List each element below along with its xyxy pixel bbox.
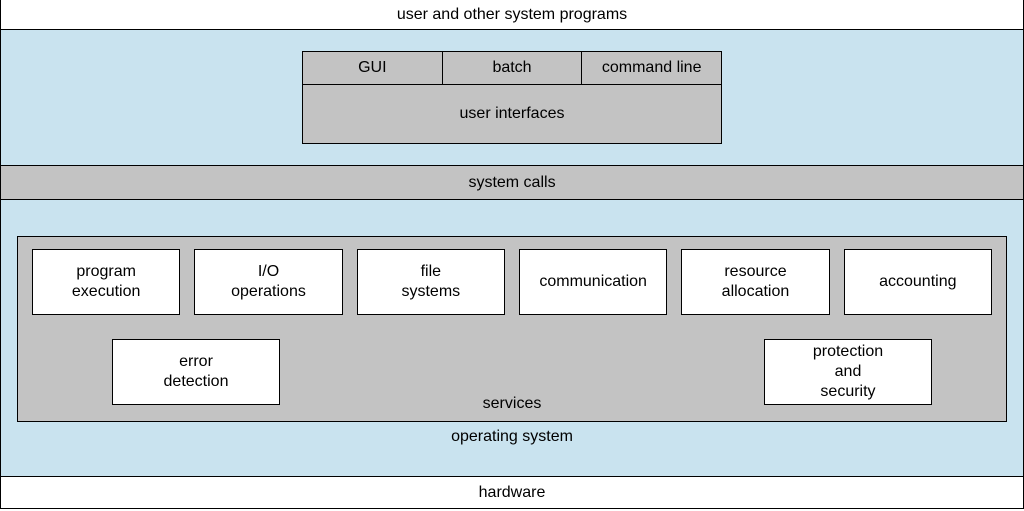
- ui-tab-gui: GUI: [302, 51, 443, 85]
- hardware-label: hardware: [479, 484, 546, 502]
- svc-io-operations: I/Ooperations: [194, 249, 342, 315]
- layer-operating-system: programexecution I/Ooperations filesyste…: [0, 200, 1024, 477]
- svc-resource-allocation: resourceallocation: [681, 249, 829, 315]
- operating-system-label: operating system: [451, 428, 573, 446]
- svc-communication: communication: [519, 249, 667, 315]
- user-interfaces-label: user interfaces: [302, 85, 722, 144]
- ui-tabs-row: GUI batch command line: [302, 51, 722, 85]
- layer-ui-area: GUI batch command line user interfaces: [0, 30, 1024, 166]
- svc-file-systems: filesystems: [357, 249, 505, 315]
- services-panel: programexecution I/Ooperations filesyste…: [17, 236, 1007, 422]
- layer-programs-label: user and other system programs: [397, 6, 627, 24]
- system-calls-label: system calls: [468, 174, 555, 192]
- services-row-1: programexecution I/Ooperations filesyste…: [32, 249, 992, 315]
- svc-program-execution: programexecution: [32, 249, 180, 315]
- layer-system-calls: system calls: [0, 166, 1024, 200]
- layer-programs: user and other system programs: [0, 0, 1024, 30]
- ui-tab-commandline: command line: [582, 51, 722, 85]
- svc-accounting: accounting: [844, 249, 992, 315]
- ui-tab-batch: batch: [443, 51, 583, 85]
- user-interfaces-block: GUI batch command line user interfaces: [302, 51, 722, 144]
- services-label: services: [18, 395, 1006, 413]
- layer-hardware: hardware: [0, 477, 1024, 509]
